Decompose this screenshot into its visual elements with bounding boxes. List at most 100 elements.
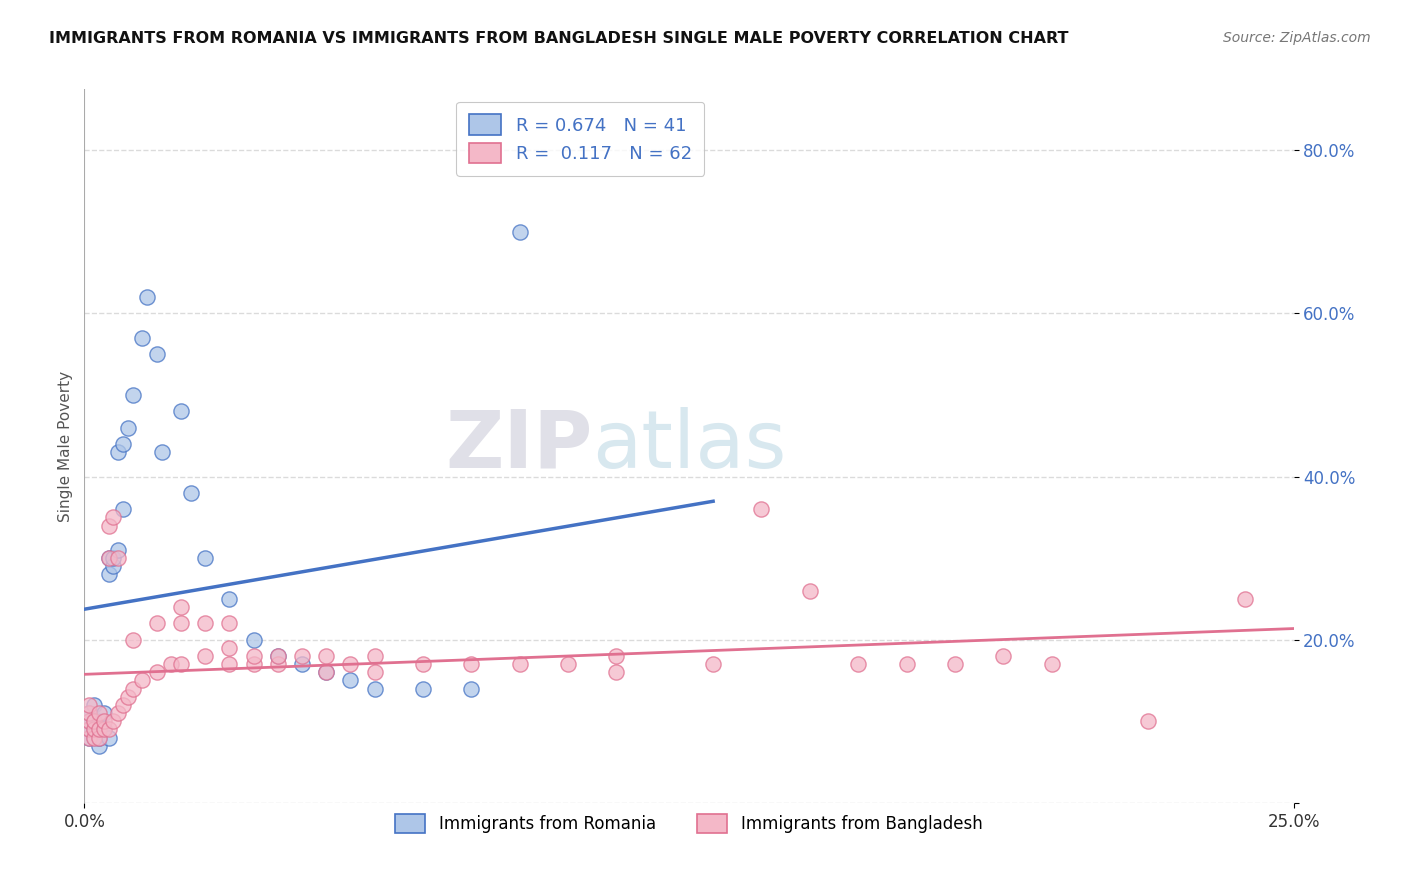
Point (242, 657, 264, 672)
Point (291, 657, 314, 672)
Point (180, 486, 202, 500)
Point (103, 714, 125, 729)
Point (97, 551, 120, 566)
Point (605, 648, 627, 663)
Point (107, 543, 129, 558)
Point (83, 731, 105, 745)
Y-axis label: Single Male Poverty: Single Male Poverty (58, 370, 73, 522)
Point (170, 404, 193, 418)
Point (97, 723, 120, 737)
Point (1234, 591, 1257, 606)
Point (291, 648, 314, 663)
Point (160, 657, 183, 672)
Point (83, 723, 105, 737)
Point (87, 714, 110, 729)
Point (97, 518, 120, 533)
Point (751, 502, 773, 516)
Point (218, 640, 240, 655)
Point (170, 657, 193, 672)
Text: ZIP: ZIP (444, 407, 592, 485)
Point (87, 739, 110, 753)
Point (943, 657, 966, 672)
Point (194, 551, 217, 566)
Point (77, 714, 100, 729)
Point (1040, 657, 1063, 672)
Point (315, 648, 337, 663)
Point (103, 510, 125, 524)
Point (146, 347, 169, 361)
Point (107, 445, 129, 459)
Point (107, 706, 129, 720)
Point (121, 681, 143, 696)
Point (242, 648, 264, 663)
Point (339, 673, 361, 688)
Point (136, 290, 159, 304)
Point (315, 665, 337, 680)
Text: Source: ZipAtlas.com: Source: ZipAtlas.com (1223, 31, 1371, 45)
Point (93, 714, 115, 729)
Point (97, 551, 120, 566)
Point (77, 698, 100, 712)
Point (557, 657, 579, 672)
Point (412, 681, 434, 696)
Point (242, 632, 264, 647)
Point (267, 648, 290, 663)
Point (218, 657, 240, 672)
Point (509, 225, 531, 239)
Point (97, 567, 120, 582)
Text: IMMIGRANTS FROM ROMANIA VS IMMIGRANTS FROM BANGLADESH SINGLE MALE POVERTY CORREL: IMMIGRANTS FROM ROMANIA VS IMMIGRANTS FR… (49, 31, 1069, 46)
Point (509, 657, 531, 672)
Point (146, 616, 169, 631)
Point (117, 690, 139, 704)
Point (77, 706, 100, 720)
Point (170, 600, 193, 615)
Point (112, 698, 135, 712)
Point (97, 731, 120, 745)
Point (799, 583, 821, 598)
Point (460, 681, 482, 696)
Point (93, 723, 115, 737)
Point (363, 665, 385, 680)
Point (77, 706, 100, 720)
Point (170, 616, 193, 631)
Text: atlas: atlas (592, 407, 786, 485)
Point (112, 437, 135, 451)
Point (112, 502, 135, 516)
Point (87, 723, 110, 737)
Point (218, 616, 240, 631)
Point (87, 731, 110, 745)
Point (93, 706, 115, 720)
Point (846, 657, 869, 672)
Point (315, 665, 337, 680)
Point (131, 331, 153, 345)
Legend: Immigrants from Romania, Immigrants from Bangladesh: Immigrants from Romania, Immigrants from… (384, 802, 994, 845)
Point (121, 632, 143, 647)
Point (460, 657, 482, 672)
Point (194, 616, 217, 631)
Point (117, 420, 139, 434)
Point (103, 559, 125, 574)
Point (103, 551, 125, 566)
Point (83, 731, 105, 745)
Point (121, 388, 143, 402)
Point (150, 445, 173, 459)
Point (93, 723, 115, 737)
Point (83, 698, 105, 712)
Point (363, 681, 385, 696)
Point (218, 591, 240, 606)
Point (267, 648, 290, 663)
Point (77, 714, 100, 729)
Point (267, 657, 290, 672)
Point (87, 706, 110, 720)
Point (77, 731, 100, 745)
Point (83, 723, 105, 737)
Point (363, 648, 385, 663)
Point (87, 731, 110, 745)
Point (77, 723, 100, 737)
Point (83, 714, 105, 729)
Point (1137, 714, 1160, 729)
Point (77, 723, 100, 737)
Point (702, 657, 724, 672)
Point (993, 648, 1015, 663)
Point (77, 731, 100, 745)
